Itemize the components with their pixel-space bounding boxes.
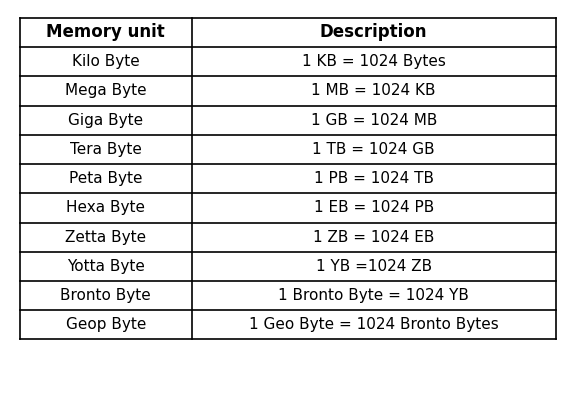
Text: 1 PB = 1024 TB: 1 PB = 1024 TB xyxy=(314,171,434,186)
Text: 1 TB = 1024 GB: 1 TB = 1024 GB xyxy=(312,142,435,157)
Text: Tera Byte: Tera Byte xyxy=(70,142,142,157)
Text: Zetta Byte: Zetta Byte xyxy=(65,229,146,245)
Text: Giga Byte: Giga Byte xyxy=(69,113,143,128)
Text: 1 Geo Byte = 1024 Bronto Bytes: 1 Geo Byte = 1024 Bronto Bytes xyxy=(249,317,499,332)
Text: Description: Description xyxy=(320,23,427,41)
Text: Geop Byte: Geop Byte xyxy=(66,317,146,332)
Text: 1 Bronto Byte = 1024 YB: 1 Bronto Byte = 1024 YB xyxy=(278,288,469,303)
Text: 1 MB = 1024 KB: 1 MB = 1024 KB xyxy=(312,83,436,98)
Text: 1 YB =1024 ZB: 1 YB =1024 ZB xyxy=(316,259,432,274)
Text: Kilo Byte: Kilo Byte xyxy=(72,54,140,69)
Text: 1 EB = 1024 PB: 1 EB = 1024 PB xyxy=(313,200,434,216)
Text: Peta Byte: Peta Byte xyxy=(69,171,143,186)
Text: Bronto Byte: Bronto Byte xyxy=(60,288,151,303)
Text: Memory unit: Memory unit xyxy=(47,23,165,41)
Text: Hexa Byte: Hexa Byte xyxy=(66,200,145,216)
Text: Yotta Byte: Yotta Byte xyxy=(67,259,145,274)
Text: Mega Byte: Mega Byte xyxy=(65,83,147,98)
Text: 1 KB = 1024 Bytes: 1 KB = 1024 Bytes xyxy=(302,54,446,69)
Text: 1 GB = 1024 MB: 1 GB = 1024 MB xyxy=(310,113,437,128)
Text: 1 ZB = 1024 EB: 1 ZB = 1024 EB xyxy=(313,229,434,245)
